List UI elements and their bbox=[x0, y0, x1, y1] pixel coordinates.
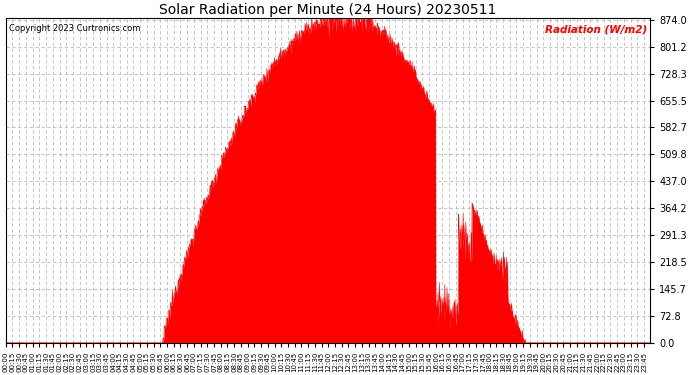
Text: Copyright 2023 Curtronics.com: Copyright 2023 Curtronics.com bbox=[9, 24, 140, 33]
Title: Solar Radiation per Minute (24 Hours) 20230511: Solar Radiation per Minute (24 Hours) 20… bbox=[159, 3, 497, 17]
Text: Radiation (W/m2): Radiation (W/m2) bbox=[545, 24, 647, 34]
